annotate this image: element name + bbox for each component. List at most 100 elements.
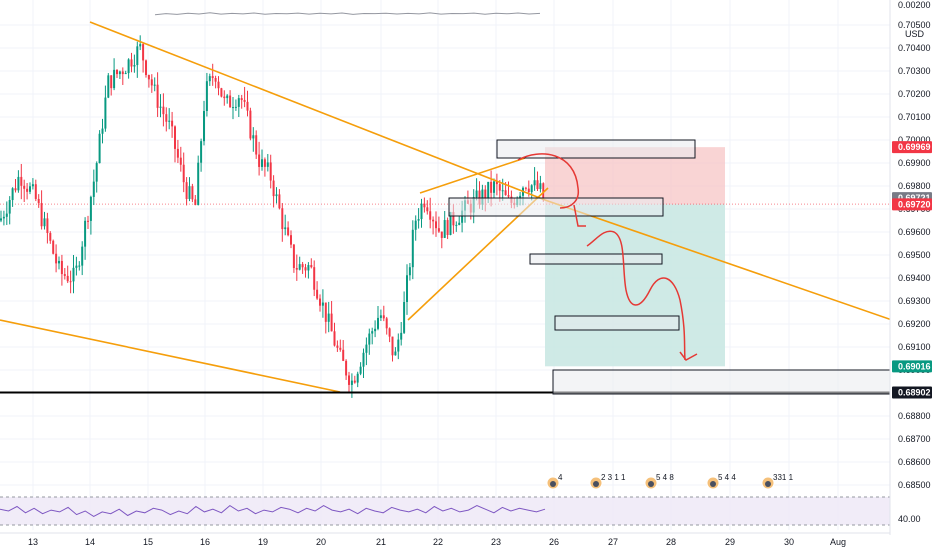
- candle-body: [223, 96, 226, 99]
- candle-body: [420, 203, 423, 220]
- candle-body: [278, 194, 281, 209]
- date-tick-label: 15: [143, 537, 153, 547]
- candle-body: [23, 185, 26, 189]
- candle-body: [498, 184, 501, 191]
- upper-trendline-extension: [544, 199, 893, 321]
- candle-body: [237, 98, 240, 107]
- rsi-line: [0, 504, 546, 517]
- candle-body: [382, 315, 385, 319]
- economic-event-icon-core: [710, 481, 716, 487]
- supply-demand-box: [554, 315, 680, 331]
- price-axis[interactable]: 0.00200 0.70500 0.70400 0.70300 0.70200 0.701…: [889, 0, 932, 550]
- price-tick-label: 0.70200: [898, 89, 931, 99]
- candle-body: [124, 73, 127, 75]
- candle-body: [249, 110, 252, 139]
- price-badge: [892, 198, 932, 211]
- candle-body: [507, 195, 510, 197]
- candle-body: [495, 181, 498, 185]
- candle-body: [121, 71, 124, 75]
- candle-body: [452, 212, 455, 226]
- drawings[interactable]: [0, 12, 893, 395]
- candle-body: [301, 264, 304, 268]
- event-markers[interactable]: 4 2 3 1 1 5 4 8 5 4 4 331 1: [546, 473, 794, 490]
- candle-body: [519, 195, 522, 199]
- candle-body: [362, 352, 365, 367]
- candle-body: [493, 181, 495, 193]
- price-tick-label: 0.70100: [898, 112, 931, 122]
- candle-body: [443, 220, 446, 238]
- price-badge: [892, 360, 932, 373]
- candle-body: [63, 274, 66, 276]
- take-profit-zone: [545, 204, 725, 367]
- candle-body: [330, 313, 333, 332]
- candle-body: [153, 84, 156, 86]
- candle-body: [168, 120, 171, 122]
- price-tick-label: 0.69900: [898, 158, 931, 168]
- price-badge-label: 0.68902: [898, 388, 931, 398]
- candle-body: [229, 95, 232, 108]
- candle-body: [116, 69, 118, 75]
- rsi-axis-label: 40.00: [898, 514, 921, 524]
- position-zones: [0, 147, 890, 367]
- candle-body: [536, 180, 539, 190]
- candle-body: [350, 380, 353, 385]
- candle-body: [295, 268, 298, 270]
- price-tick-label: 0.69800: [898, 181, 931, 191]
- supply-demand-box: [496, 139, 696, 159]
- candle-body: [411, 229, 414, 268]
- price-badge-label: 0.69721: [898, 193, 931, 203]
- candle-body: [530, 185, 533, 193]
- candle-body: [374, 328, 377, 332]
- candle-body: [388, 328, 391, 337]
- candle-body: [107, 75, 110, 98]
- candle-body: [52, 240, 55, 254]
- candle-body: [269, 162, 272, 181]
- candle-body: [205, 81, 208, 112]
- candle-body: [37, 198, 40, 204]
- candle-body: [310, 265, 313, 268]
- candle-body: [182, 164, 185, 183]
- candle-body: [292, 244, 295, 269]
- price-tick-label: 0.69600: [898, 227, 931, 237]
- candlesticks: [0, 35, 545, 398]
- date-tick-label: 23: [491, 537, 501, 547]
- candle-body: [208, 76, 211, 82]
- economic-event-icon-core: [550, 481, 556, 487]
- candle-body: [406, 275, 408, 303]
- candle-body: [324, 302, 327, 322]
- candle-body: [397, 339, 400, 352]
- rsi-pane: [0, 496, 890, 526]
- price-tick-label: 0.69100: [898, 342, 931, 352]
- candle-body: [49, 233, 52, 241]
- candle-body: [287, 227, 290, 236]
- date-tick-label: 14: [85, 537, 95, 547]
- price-tick-label: 0.68700: [898, 434, 931, 444]
- candle-body: [95, 163, 98, 182]
- date-tick-label: 21: [376, 537, 386, 547]
- candle-body: [78, 265, 81, 267]
- candle-body: [304, 267, 307, 271]
- candle-body: [316, 289, 319, 299]
- candle-body: [0, 218, 2, 221]
- candle-body: [321, 302, 324, 306]
- candle-body: [142, 44, 145, 61]
- economic-event-icon-core: [765, 481, 771, 487]
- candle-body: [307, 265, 310, 271]
- price-badge-label: 0.69016: [898, 361, 931, 371]
- candle-body: [377, 317, 379, 329]
- candle-body: [394, 351, 397, 356]
- candle-body: [281, 208, 284, 230]
- date-tick-label: 29: [725, 537, 735, 547]
- candle-body: [426, 207, 429, 212]
- candle-body: [110, 75, 113, 89]
- candle-body: [240, 98, 243, 101]
- currency-label: USD: [905, 29, 925, 39]
- date-axis[interactable]: 13 14 15 16 19 20 21 22 23 26 27 28 29 30 Aug: [0, 532, 890, 547]
- price-tick-label: 0.70000: [898, 135, 931, 145]
- candle-body: [255, 135, 258, 155]
- arrow-head-icon: [679, 351, 698, 361]
- date-tick-label: 20: [316, 537, 326, 547]
- date-tick-label: 28: [666, 537, 676, 547]
